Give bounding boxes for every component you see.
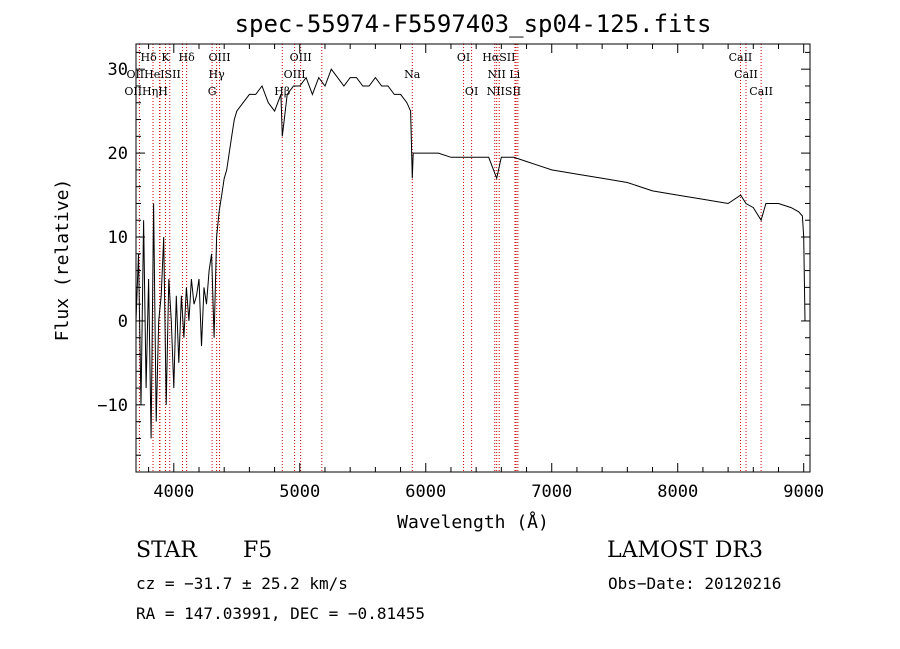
y-axis-label: Flux (relative) (52, 179, 73, 342)
line-label-4: OIII (290, 51, 312, 64)
line-label-11: Na (404, 68, 421, 81)
x-tick-label-5000: 5000 (279, 482, 320, 502)
line-label-12: NII Li (488, 68, 521, 81)
x-tick-label-6000: 6000 (405, 482, 446, 502)
x-tick-label-4000: 4000 (153, 482, 194, 502)
line-label-17: OI (465, 85, 478, 98)
x-tick-label-7000: 7000 (531, 482, 572, 502)
y-tick-label-10: 10 (108, 228, 128, 248)
line-label-14: OIIHηH (124, 85, 167, 98)
line-label-18: NIISII (487, 85, 522, 98)
line-label-19: CaII (749, 85, 773, 98)
y-tick-label-20: 20 (108, 144, 128, 164)
x-axis: 4000 5000 6000 7000 8000 9000 (148, 44, 824, 502)
line-label-10: OIII (284, 68, 306, 81)
spectral-line-labels: Hδ K Hδ OIII OIII OI HαSII CaII OIIHeISII Hγ OIII N… (124, 51, 773, 98)
x-axis-label: Wavelength (Å) (397, 511, 549, 533)
line-label-7: CaII (729, 51, 753, 64)
spectral-line-markers (138, 44, 762, 472)
plot-frame (135, 43, 811, 473)
line-label-5: OI (457, 51, 470, 64)
line-label-0: Hδ (140, 51, 157, 64)
line-label-2: Hδ (179, 51, 196, 64)
x-tick-label-9000: 9000 (783, 482, 824, 502)
redshift-cz: cz = −31.7 ± 25.2 km/s (136, 574, 348, 593)
survey-name: LAMOST DR3 (607, 538, 763, 563)
line-label-6: HαSII (482, 51, 515, 64)
y-tick-label-0: 0 (118, 312, 128, 332)
line-label-16: Hβ (274, 85, 290, 98)
line-label-9: Hγ (209, 68, 226, 81)
y-tick-label-30: 30 (108, 60, 128, 80)
spectrum-series-line (135, 68, 806, 439)
line-label-8: OIIHeISII (126, 68, 180, 81)
line-label-3: OIII (208, 51, 230, 64)
line-label-1: K (161, 51, 170, 64)
coordinates: RA = 147.03991, DEC = −0.81455 (136, 604, 425, 623)
chart-title: spec-55974-F5597403_sp04-125.fits (235, 10, 712, 38)
line-label-13: CaII (734, 68, 758, 81)
y-tick-label--10: −10 (97, 396, 128, 416)
x-tick-label-8000: 8000 (657, 482, 698, 502)
object-subclass: F5 (243, 538, 273, 563)
line-label-15: G (208, 85, 217, 98)
y-axis: −10 0 10 20 30 (97, 51, 810, 456)
object-class: STAR (136, 538, 197, 563)
observation-date: Obs−Date: 20120216 (608, 574, 782, 593)
